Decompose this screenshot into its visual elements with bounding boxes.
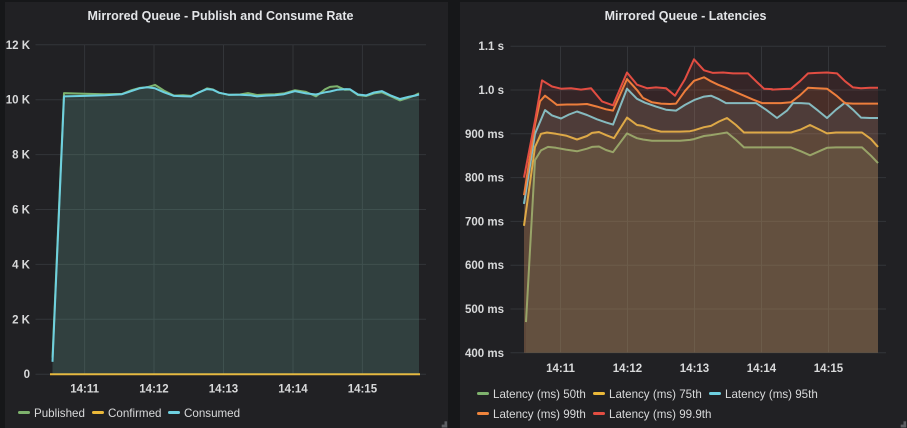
svg-text:14:11: 14:11: [70, 384, 99, 396]
svg-text:800 ms: 800 ms: [465, 173, 504, 185]
svg-text:14:12: 14:12: [613, 363, 642, 375]
svg-text:Latency (ms) 99.9th: Latency (ms) 99.9th: [609, 408, 711, 421]
svg-text:Latency (ms) 99th: Latency (ms) 99th: [493, 408, 586, 421]
svg-text:1.1 s: 1.1 s: [478, 41, 504, 53]
svg-text:Mirrored Queue - Publish and C: Mirrored Queue - Publish and Consume Rat…: [87, 9, 353, 23]
svg-text:Mirrored Queue - Latencies: Mirrored Queue - Latencies: [605, 9, 767, 23]
svg-text:400 ms: 400 ms: [465, 348, 504, 360]
svg-text:Consumed: Consumed: [184, 407, 240, 420]
svg-text:8 K: 8 K: [12, 150, 31, 162]
svg-text:Published: Published: [34, 407, 85, 420]
svg-text:10 K: 10 K: [6, 95, 31, 107]
svg-text:14:12: 14:12: [139, 384, 168, 396]
svg-text:12 K: 12 K: [6, 40, 31, 52]
svg-text:14:11: 14:11: [546, 363, 575, 375]
svg-text:1.0 s: 1.0 s: [478, 85, 504, 97]
svg-text:900 ms: 900 ms: [465, 129, 504, 141]
svg-text:6 K: 6 K: [12, 205, 31, 217]
svg-text:Latency (ms) 75th: Latency (ms) 75th: [609, 388, 702, 401]
svg-text:14:14: 14:14: [747, 363, 777, 375]
svg-text:14:15: 14:15: [348, 384, 378, 396]
svg-text:0: 0: [24, 369, 30, 381]
svg-text:600 ms: 600 ms: [465, 260, 504, 272]
svg-text:4 K: 4 K: [12, 259, 31, 271]
svg-text:14:13: 14:13: [209, 384, 238, 396]
svg-text:2 K: 2 K: [12, 314, 31, 326]
svg-text:700 ms: 700 ms: [465, 216, 504, 228]
svg-text:Latency (ms) 50th: Latency (ms) 50th: [493, 388, 586, 401]
svg-text:Confirmed: Confirmed: [108, 407, 161, 420]
svg-text:14:14: 14:14: [278, 384, 308, 396]
svg-text:500 ms: 500 ms: [465, 304, 504, 316]
svg-text:Latency (ms) 95th: Latency (ms) 95th: [725, 388, 818, 401]
svg-text:14:15: 14:15: [814, 363, 844, 375]
svg-text:14:13: 14:13: [680, 363, 709, 375]
